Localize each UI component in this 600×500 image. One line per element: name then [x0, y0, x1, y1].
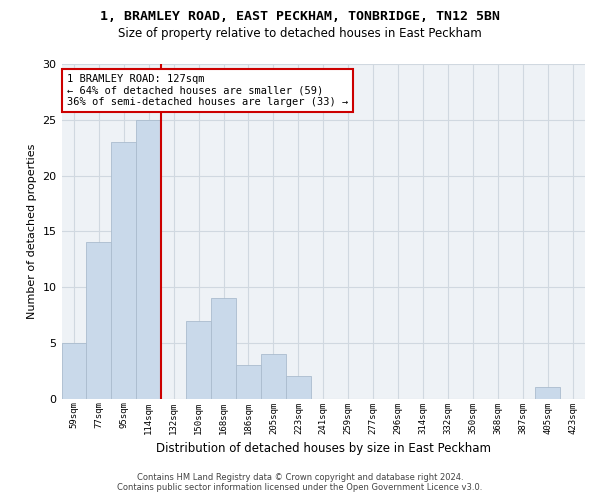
Bar: [186, 320, 211, 398]
Bar: [62, 343, 86, 398]
X-axis label: Distribution of detached houses by size in East Peckham: Distribution of detached houses by size …: [156, 442, 491, 455]
Bar: [261, 354, 286, 399]
Bar: [535, 388, 560, 398]
Text: 1, BRAMLEY ROAD, EAST PECKHAM, TONBRIDGE, TN12 5BN: 1, BRAMLEY ROAD, EAST PECKHAM, TONBRIDGE…: [100, 10, 500, 23]
Bar: [86, 242, 112, 398]
Bar: [112, 142, 136, 399]
Bar: [286, 376, 311, 398]
Bar: [236, 365, 261, 398]
Y-axis label: Number of detached properties: Number of detached properties: [27, 144, 37, 319]
Bar: [211, 298, 236, 398]
Text: 1 BRAMLEY ROAD: 127sqm
← 64% of detached houses are smaller (59)
36% of semi-det: 1 BRAMLEY ROAD: 127sqm ← 64% of detached…: [67, 74, 348, 107]
Bar: [136, 120, 161, 398]
Text: Contains HM Land Registry data © Crown copyright and database right 2024.
Contai: Contains HM Land Registry data © Crown c…: [118, 473, 482, 492]
Text: Size of property relative to detached houses in East Peckham: Size of property relative to detached ho…: [118, 28, 482, 40]
